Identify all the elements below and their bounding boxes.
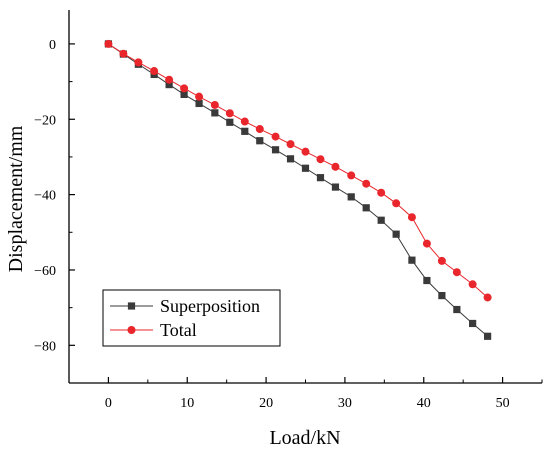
data-point-circle — [392, 199, 401, 208]
x-tick-label: 40 — [417, 396, 431, 411]
data-point-square — [301, 164, 310, 172]
series-total — [104, 39, 492, 302]
data-point-circle — [301, 147, 310, 156]
data-point-square — [316, 174, 325, 182]
legend-label-total: Total — [160, 320, 197, 340]
legend-box — [102, 289, 281, 347]
legend-label-superposition: Superposition — [160, 296, 260, 316]
data-point-square — [347, 193, 355, 201]
data-point-circle — [468, 280, 477, 289]
data-point-square — [392, 230, 400, 238]
data-point-circle — [225, 109, 234, 118]
data-point-circle — [422, 239, 431, 248]
data-point-circle — [452, 268, 461, 277]
x-tick-label: 30 — [338, 396, 352, 411]
data-point-circle — [180, 84, 189, 93]
data-point-square — [484, 332, 492, 340]
y-tick-label: −80 — [34, 339, 56, 354]
data-point-square — [256, 137, 264, 145]
data-point-square — [286, 155, 295, 163]
data-point-circle — [331, 162, 340, 171]
data-point-circle — [377, 188, 386, 197]
series-layer — [104, 39, 492, 340]
y-tick-label: 0 — [49, 38, 56, 53]
data-point-circle — [407, 213, 416, 222]
legend-marker-square — [127, 302, 136, 310]
x-tick-label: 20 — [259, 396, 273, 411]
data-point-circle — [165, 75, 174, 84]
data-point-circle — [240, 117, 249, 126]
data-point-circle — [437, 256, 446, 265]
data-point-square — [165, 81, 173, 89]
data-point-circle — [255, 125, 264, 134]
y-tick-label: −60 — [34, 264, 56, 279]
y-axis-title: Displacement/mm — [5, 125, 27, 272]
data-point-circle — [104, 39, 113, 48]
data-point-square — [423, 276, 431, 285]
data-point-square — [469, 319, 477, 328]
x-axis-title: Load/kN — [269, 427, 340, 449]
data-point-square — [226, 118, 234, 126]
data-point-circle — [316, 155, 325, 164]
data-point-square — [195, 99, 203, 108]
data-point-square — [241, 127, 249, 135]
data-point-square — [377, 216, 385, 224]
x-tick-label: 50 — [496, 396, 510, 411]
data-point-circle — [134, 58, 143, 67]
data-point-circle — [483, 293, 492, 302]
data-point-circle — [195, 92, 204, 101]
data-point-circle — [362, 179, 371, 188]
data-point-square — [331, 183, 340, 191]
data-point-circle — [286, 140, 295, 149]
legend-marker-circle — [127, 326, 136, 334]
data-point-square — [271, 146, 280, 154]
data-point-square — [453, 305, 461, 314]
x-tick-label: 10 — [180, 396, 194, 411]
x-tick-label: 0 — [105, 396, 112, 411]
y-tick-label: −20 — [34, 113, 56, 128]
data-point-square — [408, 256, 416, 264]
data-point-circle — [119, 49, 128, 58]
data-point-circle — [210, 100, 219, 109]
data-point-square — [180, 90, 188, 98]
legend: Superposition Total — [102, 289, 281, 347]
data-point-square — [362, 204, 370, 212]
data-point-square — [211, 109, 219, 117]
axes: 0 10 20 30 40 50 0 −20 −40 −60 −80 — [34, 10, 543, 411]
y-tick-label: −40 — [34, 189, 56, 204]
data-point-circle — [271, 132, 280, 141]
data-point-circle — [150, 67, 159, 76]
data-point-square — [438, 291, 446, 300]
data-point-circle — [347, 171, 356, 180]
